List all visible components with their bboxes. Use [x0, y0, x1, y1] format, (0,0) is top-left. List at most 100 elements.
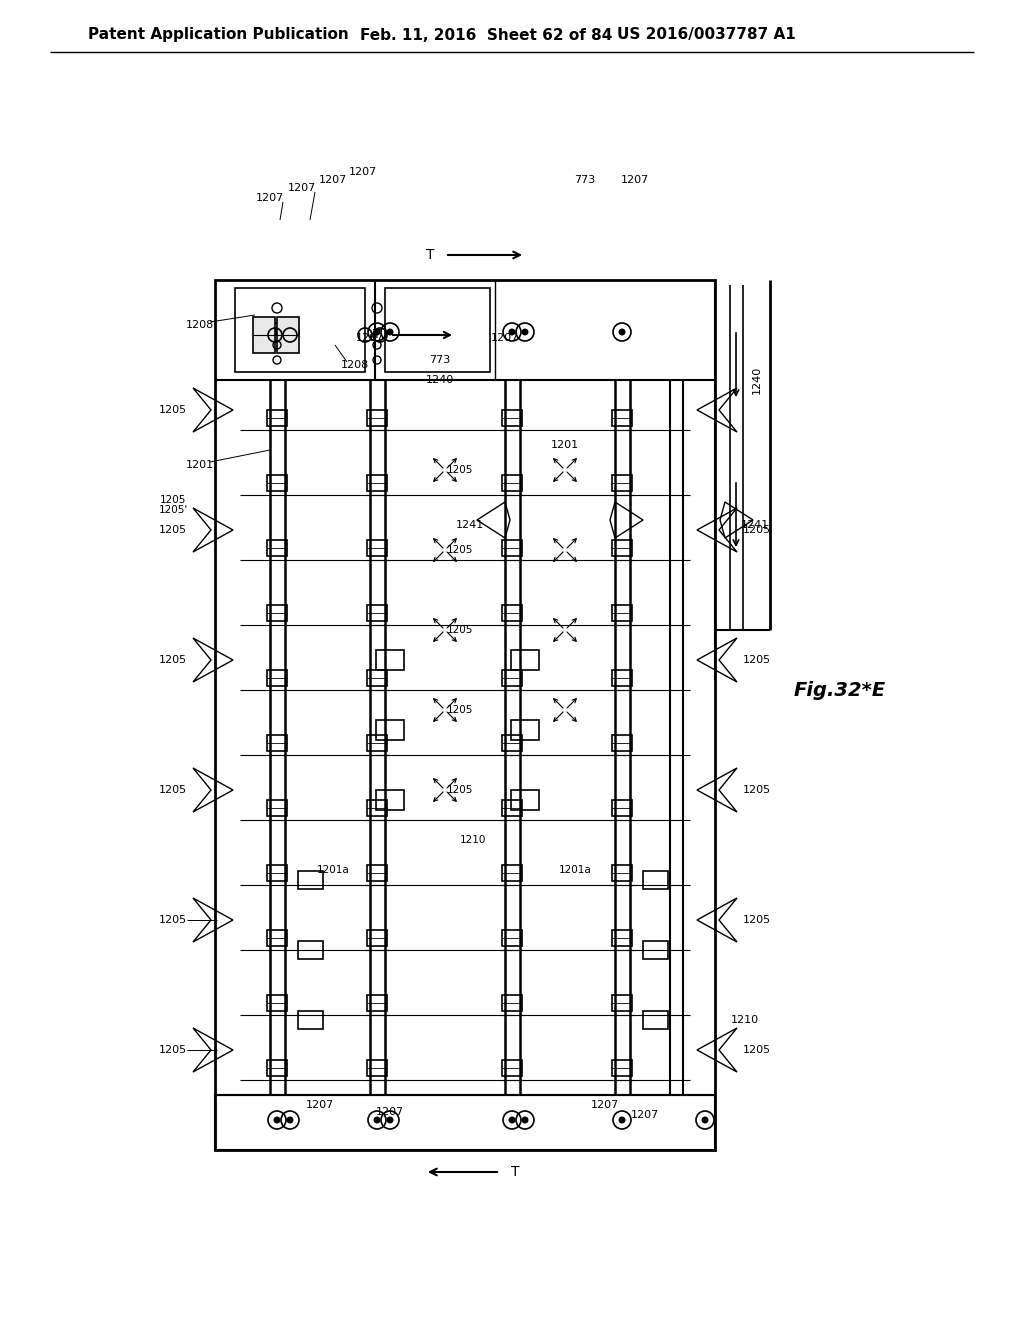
Bar	[367, 995, 387, 1011]
Bar	[502, 735, 522, 751]
Text: 1207: 1207	[621, 176, 649, 185]
Text: 1241: 1241	[741, 520, 769, 531]
Bar	[267, 1060, 287, 1076]
Text: 1207: 1207	[349, 168, 377, 177]
Bar	[376, 649, 404, 671]
Bar	[385, 288, 490, 372]
Circle shape	[618, 1117, 626, 1123]
Circle shape	[374, 329, 381, 335]
Text: T: T	[373, 329, 381, 342]
Text: 1207: 1207	[256, 193, 284, 203]
Text: 1205: 1205	[743, 915, 771, 925]
Bar	[267, 475, 287, 491]
Text: Patent Application Publication: Patent Application Publication	[88, 28, 349, 42]
Text: 1205: 1205	[446, 545, 473, 554]
Text: 773: 773	[429, 355, 451, 366]
Bar	[267, 800, 287, 816]
Text: 1205: 1205	[159, 1045, 187, 1055]
Text: 1205: 1205	[159, 525, 187, 535]
Bar	[612, 1060, 632, 1076]
Text: 1207: 1207	[288, 183, 316, 193]
Bar	[298, 941, 323, 960]
Circle shape	[509, 329, 515, 335]
Bar	[234, 288, 365, 372]
Circle shape	[386, 1117, 393, 1123]
Bar	[278, 317, 299, 352]
Bar	[511, 719, 539, 741]
Bar	[376, 719, 404, 741]
Bar	[612, 800, 632, 816]
Bar	[643, 871, 668, 888]
Text: 773: 773	[574, 176, 596, 185]
Circle shape	[374, 1117, 381, 1123]
Circle shape	[287, 1117, 294, 1123]
Text: 1205: 1205	[446, 465, 473, 475]
Bar	[267, 411, 287, 426]
Bar	[612, 540, 632, 556]
Bar	[612, 931, 632, 946]
Text: 1201a: 1201a	[559, 865, 592, 875]
Bar	[367, 865, 387, 880]
Text: T: T	[511, 1166, 519, 1179]
Text: 1205: 1205	[159, 655, 187, 665]
Text: 1205: 1205	[743, 785, 771, 795]
Bar	[502, 931, 522, 946]
Bar	[612, 605, 632, 620]
Bar	[298, 1011, 323, 1030]
Circle shape	[701, 1117, 709, 1123]
Bar	[215, 280, 715, 1150]
Text: 1201a: 1201a	[316, 865, 349, 875]
Bar	[367, 1060, 387, 1076]
Bar	[367, 671, 387, 686]
Text: 1205: 1205	[159, 405, 187, 414]
Text: 1241: 1241	[456, 520, 484, 531]
Text: 1205: 1205	[446, 624, 473, 635]
Bar	[298, 871, 323, 888]
Text: 1208: 1208	[186, 319, 214, 330]
Text: 1205: 1205	[160, 495, 186, 506]
Bar	[612, 735, 632, 751]
Text: 1240: 1240	[426, 375, 454, 385]
Text: 1205: 1205	[743, 525, 771, 535]
Bar	[367, 411, 387, 426]
Text: Fig.32*E: Fig.32*E	[794, 681, 886, 700]
Bar	[367, 475, 387, 491]
Text: 1205: 1205	[159, 785, 187, 795]
Bar	[367, 931, 387, 946]
Circle shape	[509, 1117, 515, 1123]
Bar	[643, 941, 668, 960]
Bar	[612, 475, 632, 491]
Text: 1210: 1210	[731, 1015, 759, 1026]
Circle shape	[521, 1117, 528, 1123]
Bar	[267, 995, 287, 1011]
Text: 1205': 1205'	[159, 506, 187, 515]
Bar	[267, 540, 287, 556]
Bar	[502, 1060, 522, 1076]
Circle shape	[287, 329, 294, 335]
Circle shape	[273, 1117, 281, 1123]
Bar	[502, 475, 522, 491]
Bar	[612, 671, 632, 686]
Text: 1205: 1205	[446, 785, 473, 795]
Text: 1205: 1205	[446, 705, 473, 715]
Text: 1210: 1210	[460, 836, 486, 845]
Text: 1201: 1201	[551, 440, 579, 450]
Bar	[367, 605, 387, 620]
Text: 1205: 1205	[159, 915, 187, 925]
Bar	[502, 411, 522, 426]
Text: 1207: 1207	[356, 333, 384, 343]
Text: 1205: 1205	[743, 1045, 771, 1055]
Bar	[502, 995, 522, 1011]
Text: 1205: 1205	[743, 655, 771, 665]
Circle shape	[521, 329, 528, 335]
Bar	[267, 605, 287, 620]
Text: US 2016/0037787 A1: US 2016/0037787 A1	[617, 28, 796, 42]
Bar	[502, 800, 522, 816]
Bar	[267, 865, 287, 880]
Text: Feb. 11, 2016  Sheet 62 of 84: Feb. 11, 2016 Sheet 62 of 84	[360, 28, 612, 42]
Text: T: T	[426, 248, 434, 261]
Bar	[267, 931, 287, 946]
Bar	[253, 317, 275, 352]
Bar	[502, 605, 522, 620]
Bar	[267, 671, 287, 686]
